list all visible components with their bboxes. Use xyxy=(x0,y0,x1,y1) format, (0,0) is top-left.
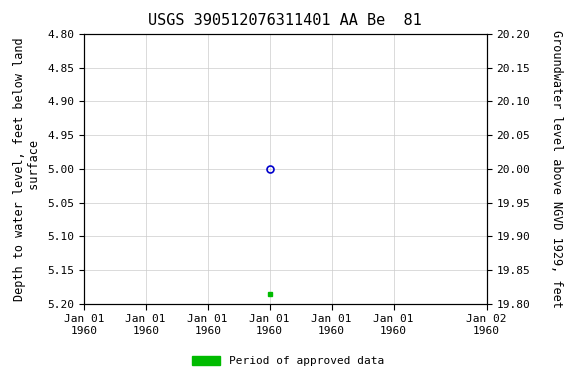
Y-axis label: Groundwater level above NGVD 1929, feet: Groundwater level above NGVD 1929, feet xyxy=(550,30,563,308)
Y-axis label: Depth to water level, feet below land
 surface: Depth to water level, feet below land su… xyxy=(13,37,41,301)
Title: USGS 390512076311401 AA Be  81: USGS 390512076311401 AA Be 81 xyxy=(148,13,422,28)
Legend: Period of approved data: Period of approved data xyxy=(188,352,388,371)
